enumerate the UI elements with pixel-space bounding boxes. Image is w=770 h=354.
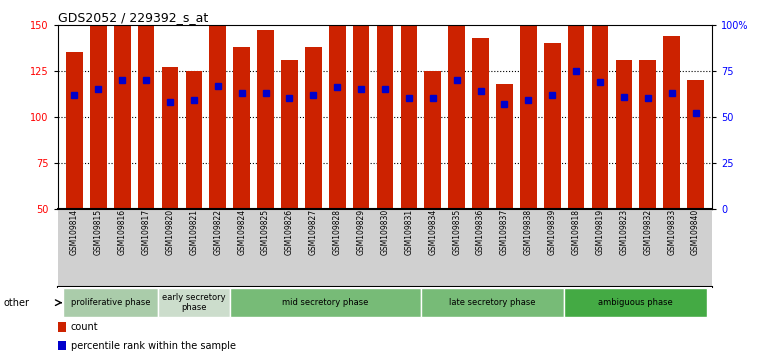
Text: late secretory phase: late secretory phase — [449, 298, 536, 307]
Bar — [62, 288, 158, 317]
Bar — [66, 52, 83, 209]
Text: other: other — [4, 298, 30, 308]
Bar — [400, 12, 417, 209]
Bar — [496, 84, 513, 209]
Bar — [138, 0, 155, 209]
Text: GDS2052 / 229392_s_at: GDS2052 / 229392_s_at — [58, 11, 208, 24]
Bar — [520, 21, 537, 209]
Bar — [233, 47, 250, 209]
Text: proliferative phase: proliferative phase — [71, 298, 150, 307]
Bar — [186, 71, 203, 209]
Bar — [687, 80, 704, 209]
Bar — [257, 30, 274, 209]
Bar — [544, 43, 561, 209]
Text: percentile rank within the sample: percentile rank within the sample — [71, 341, 236, 350]
Bar — [305, 47, 322, 209]
Text: ambiguous phase: ambiguous phase — [598, 298, 673, 307]
Bar — [377, 1, 393, 209]
Text: count: count — [71, 322, 99, 332]
Bar — [591, 0, 608, 209]
Bar — [58, 322, 66, 332]
Bar — [162, 67, 179, 209]
Bar — [424, 71, 441, 209]
Bar — [229, 288, 421, 317]
Bar — [615, 60, 632, 209]
Bar — [564, 288, 708, 317]
Bar — [421, 288, 564, 317]
Bar — [58, 341, 66, 350]
Bar — [663, 36, 680, 209]
Bar — [448, 0, 465, 209]
Bar — [281, 60, 298, 209]
Bar — [329, 0, 346, 209]
Bar — [90, 12, 107, 209]
Bar — [158, 288, 229, 317]
Bar — [114, 0, 131, 209]
Bar — [209, 1, 226, 209]
Bar — [567, 0, 584, 209]
Bar — [472, 38, 489, 209]
Bar — [639, 60, 656, 209]
Text: mid secretory phase: mid secretory phase — [282, 298, 369, 307]
Text: early secretory
phase: early secretory phase — [162, 293, 226, 312]
Bar — [353, 1, 370, 209]
